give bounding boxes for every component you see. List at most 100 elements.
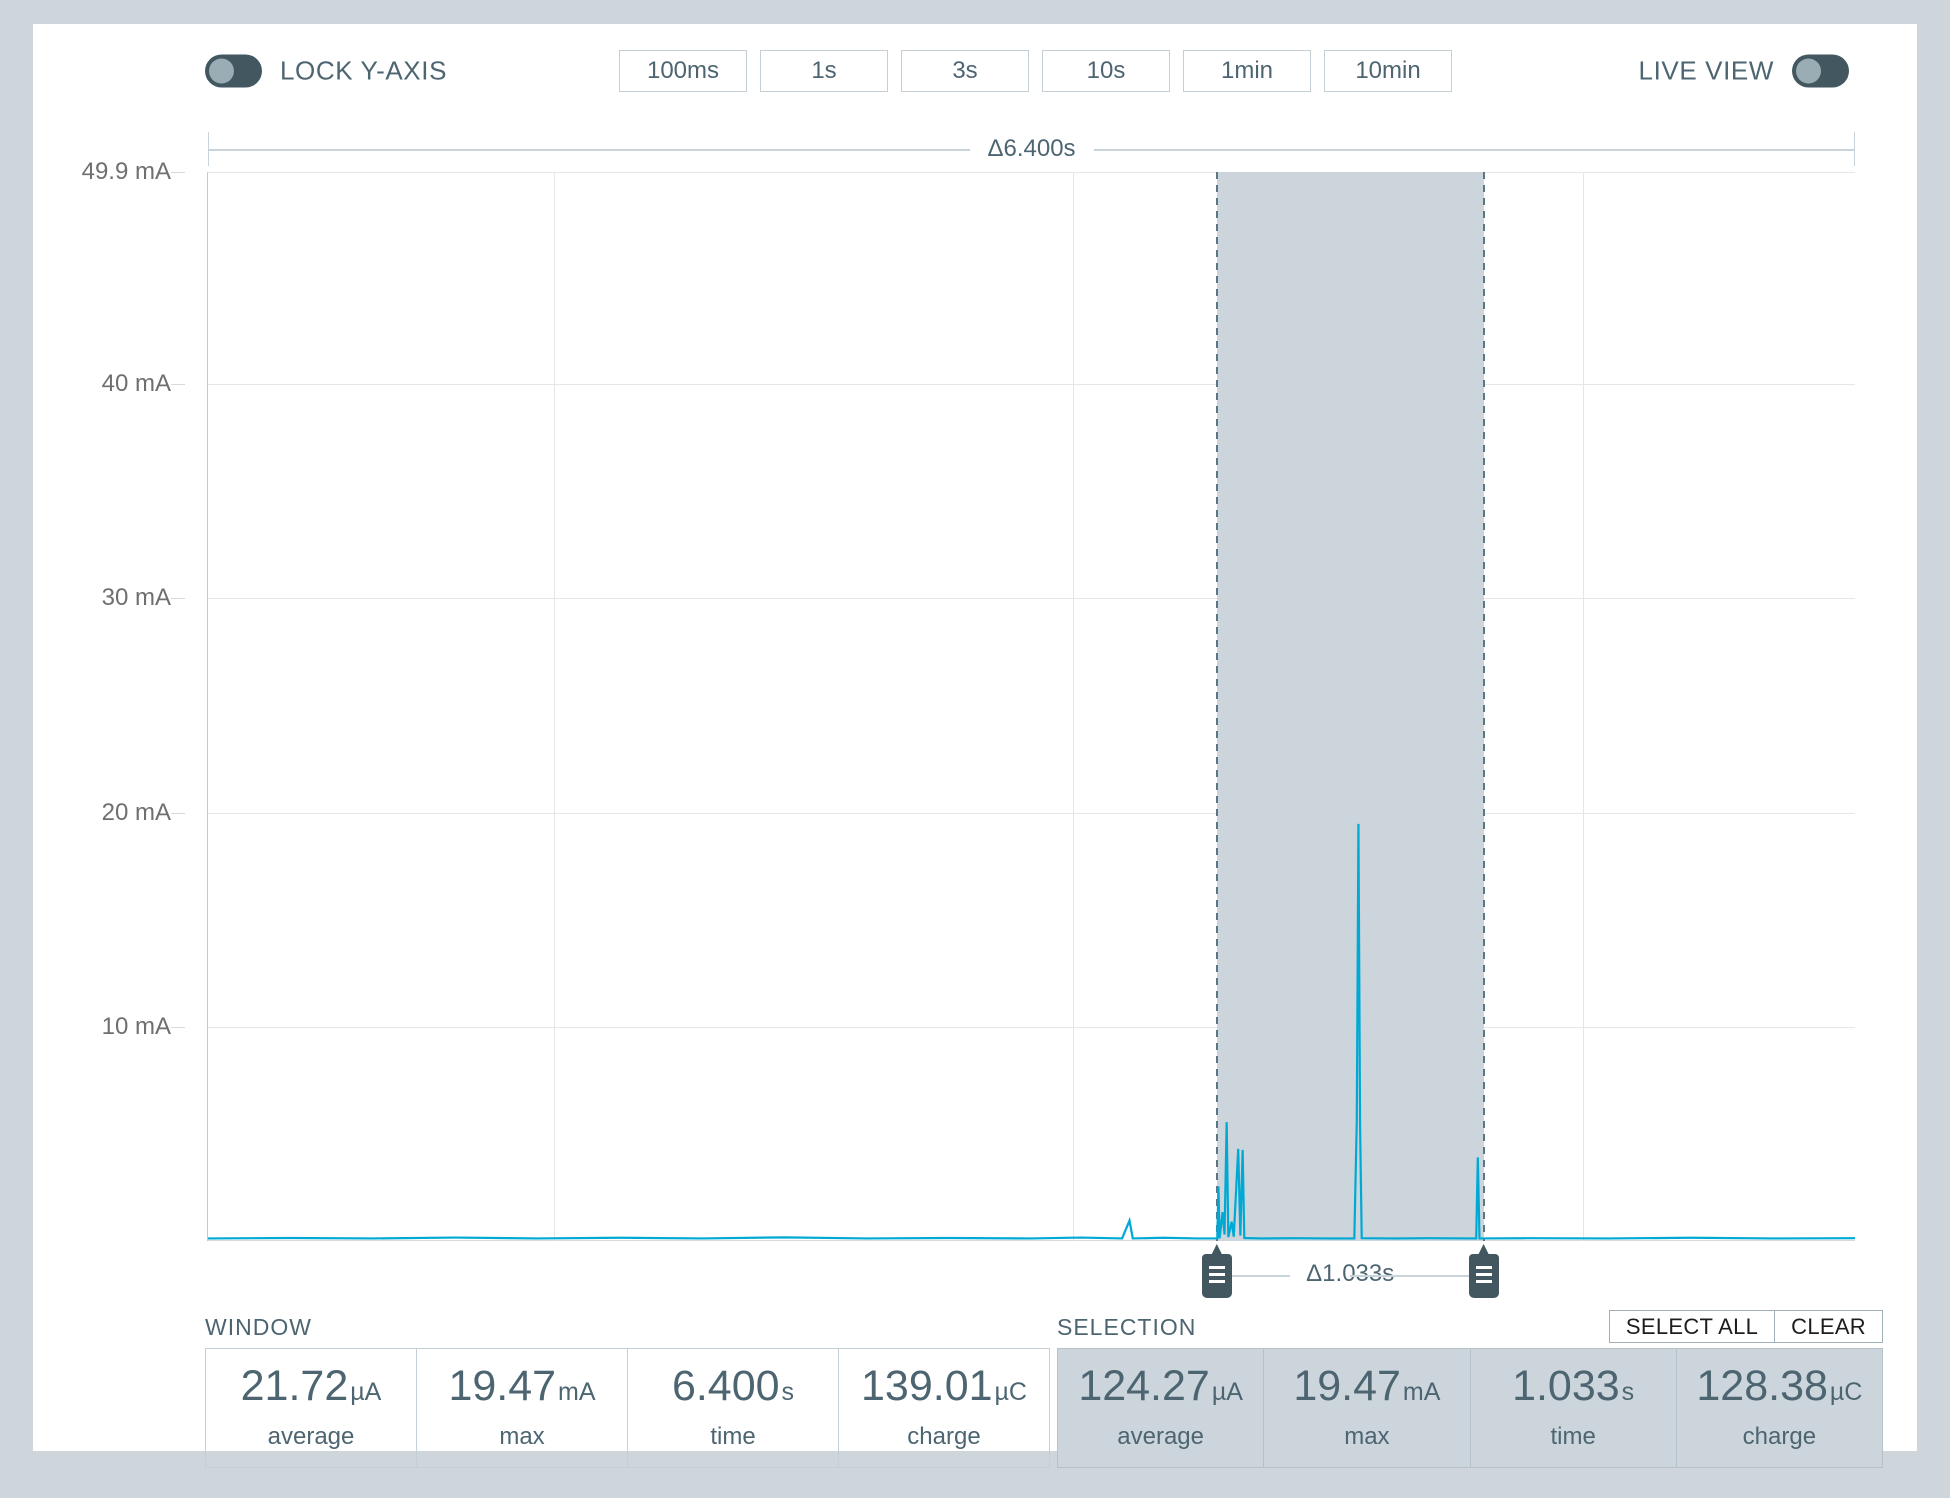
- live-view-label: LIVE VIEW: [1638, 55, 1774, 86]
- stat-value-row: 124.27 µA: [1078, 1365, 1243, 1408]
- range-button-1min[interactable]: 1min: [1183, 50, 1311, 92]
- current-trace: [208, 172, 1855, 1241]
- selection-handle-left[interactable]: [1201, 1244, 1232, 1298]
- stat-value-row: 128.38 µC: [1696, 1365, 1862, 1408]
- y-axis-tick-label: 49.9 mA: [81, 158, 171, 185]
- stat-name: time: [710, 1423, 756, 1450]
- y-axis-tick-label: 20 mA: [101, 798, 171, 826]
- stat-name: max: [1344, 1423, 1390, 1450]
- stat-value: 139.01: [861, 1362, 993, 1410]
- y-axis-tick-label: 30 mA: [101, 584, 171, 612]
- stat-value-row: 19.47 mA: [448, 1365, 595, 1408]
- y-axis-tick: [171, 812, 185, 814]
- stat-value-row: 21.72 µA: [241, 1365, 382, 1408]
- selection-delta-label: Δ1.033s: [1290, 1260, 1411, 1288]
- ruler-bar-left: [208, 149, 970, 151]
- clear-button[interactable]: CLEAR: [1775, 1310, 1883, 1343]
- stat-name: average: [267, 1423, 355, 1450]
- live-view-toggle-group[interactable]: LIVE VIEW: [1638, 54, 1849, 88]
- gridline-horizontal: [208, 1026, 1855, 1028]
- range-button-3s[interactable]: 3s: [901, 50, 1029, 92]
- grip-lines-icon: [1208, 1266, 1225, 1284]
- stat-name: charge: [907, 1423, 981, 1450]
- stat-value: 21.72: [240, 1362, 349, 1410]
- y-axis-tick-label: 40 mA: [101, 370, 171, 398]
- stat-unit: µA: [1211, 1378, 1243, 1406]
- selection-ruler-right: [1350, 1275, 1484, 1277]
- window-stat-cells: 21.72 µA average 19.47 mA max 6.400 s time 139.01…: [205, 1348, 1050, 1468]
- ruler-cap-right: [1854, 132, 1855, 166]
- selection-edge-right[interactable]: [1482, 172, 1485, 1241]
- stat-value-row: 19.47 mA: [1293, 1365, 1440, 1408]
- stat-value-row: 1.033 s: [1512, 1365, 1634, 1408]
- trace-path: [208, 824, 1855, 1239]
- range-button-100ms[interactable]: 100ms: [619, 50, 747, 92]
- selection-handles: Δ1.033s: [208, 1244, 1855, 1304]
- stat-cell: 19.47 mA max: [1264, 1349, 1471, 1467]
- stat-value-row: 139.01 µC: [861, 1365, 1027, 1408]
- selection-actions: SELECT ALL CLEAR: [1608, 1310, 1883, 1343]
- time-range-buttons: 100ms 1s 3s 10s 1min 10min: [619, 50, 1452, 92]
- y-axis-tick: [171, 598, 185, 600]
- stat-name: average: [1117, 1423, 1204, 1450]
- stat-unit: mA: [1402, 1378, 1441, 1406]
- selection-handle-right[interactable]: [1468, 1244, 1499, 1298]
- range-button-10min[interactable]: 10min: [1324, 50, 1452, 92]
- selection-stat-cells: 124.27 µA average 19.47 mA max 1.033 s time 128.3…: [1057, 1348, 1883, 1468]
- lock-y-axis-toggle[interactable]: [205, 54, 262, 88]
- y-axis-tick: [171, 1026, 185, 1028]
- stat-unit: µA: [350, 1378, 382, 1406]
- y-axis-tick: [171, 384, 185, 386]
- stat-cell: 124.27 µA average: [1058, 1349, 1265, 1467]
- range-button-10s[interactable]: 10s: [1042, 50, 1170, 92]
- stat-name: time: [1550, 1423, 1596, 1450]
- stat-value: 124.27: [1078, 1362, 1210, 1410]
- stat-cell: 21.72 µA average: [206, 1349, 417, 1467]
- stat-unit: µC: [994, 1378, 1027, 1406]
- selection-ruler-left: [1216, 1275, 1351, 1277]
- chart[interactable]: 49.9 mA 40 mA 30 mA 20 mA 10 mA: [33, 158, 1917, 1254]
- lock-y-axis-label: LOCK Y-AXIS: [280, 55, 448, 86]
- gridline-vertical: [1583, 172, 1585, 1241]
- grip-lines-icon: [1475, 1266, 1492, 1284]
- window-delta-label: Δ6.400s: [973, 135, 1090, 163]
- range-button-1s[interactable]: 1s: [760, 50, 888, 92]
- stat-unit: s: [1621, 1378, 1635, 1406]
- toggle-knob-icon: [209, 58, 234, 84]
- select-all-button[interactable]: SELECT ALL: [1608, 1310, 1776, 1343]
- stat-cell: 19.47 mA max: [417, 1349, 628, 1467]
- plot-area[interactable]: [208, 172, 1855, 1241]
- stat-unit: mA: [558, 1378, 596, 1406]
- window-duration-ruler: Δ6.400s: [208, 132, 1855, 166]
- toggle-knob-icon: [1796, 58, 1821, 84]
- stat-cell: 139.01 µC charge: [839, 1349, 1049, 1467]
- ruler-bar-right: [1093, 149, 1855, 151]
- stat-value: 19.47: [448, 1362, 557, 1410]
- stat-cell: 1.033 s time: [1471, 1349, 1677, 1467]
- stat-value: 6.400: [671, 1362, 780, 1410]
- stat-unit: µC: [1829, 1378, 1863, 1406]
- gridline-horizontal: [208, 598, 1855, 600]
- live-view-toggle[interactable]: [1792, 54, 1849, 88]
- stat-unit: s: [781, 1378, 795, 1406]
- y-axis-tick-label: 10 mA: [101, 1012, 171, 1040]
- stat-value: 19.47: [1293, 1362, 1401, 1410]
- stat-value-row: 6.400 s: [672, 1365, 794, 1408]
- selection-edge-left[interactable]: [1215, 172, 1218, 1241]
- window-panel-title: WINDOW: [205, 1314, 312, 1340]
- selection-panel-title: SELECTION: [1057, 1314, 1197, 1340]
- y-axis-tick: [171, 172, 185, 173]
- stat-cell: 128.38 µC charge: [1677, 1349, 1882, 1467]
- gridline-baseline: [208, 1240, 1855, 1241]
- top-toolbar: LOCK Y-AXIS 100ms 1s 3s 10s 1min 10min L…: [33, 24, 1917, 119]
- gridline-horizontal: [208, 812, 1855, 814]
- gridline-vertical: [553, 172, 555, 1241]
- stat-name: max: [499, 1423, 545, 1450]
- stat-name: charge: [1742, 1423, 1817, 1450]
- selection-band[interactable]: [1216, 172, 1484, 1241]
- stats-row: WINDOW 21.72 µA average 19.47 mA max 6.400 s tim…: [33, 1310, 1917, 1474]
- gridline-horizontal: [208, 384, 1855, 386]
- gridline-horizontal: [208, 172, 1855, 173]
- stat-value: 128.38: [1696, 1362, 1828, 1410]
- lock-y-axis-toggle-group[interactable]: LOCK Y-AXIS: [205, 54, 448, 88]
